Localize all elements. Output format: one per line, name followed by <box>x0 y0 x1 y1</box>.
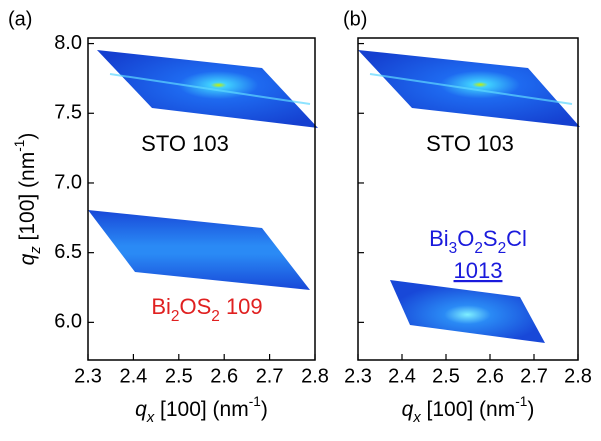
streak <box>109 73 311 105</box>
text-part: [100] (nm <box>154 398 249 421</box>
x-axis-label: qx [100] (nm-1) <box>135 394 268 426</box>
text-part: -1 <box>515 394 527 409</box>
text-part: STO 103 <box>141 131 229 156</box>
text-part: x <box>146 410 155 426</box>
text-part: ) <box>261 398 268 421</box>
text-part: 2 <box>171 308 180 325</box>
text-part: x <box>412 410 421 426</box>
text-part: Cl <box>506 226 527 251</box>
text-part: ) <box>527 398 534 421</box>
x-tick-label: 2.5 <box>432 365 460 387</box>
annotation: STO 103 <box>141 131 229 156</box>
x-tick-label: 2.6 <box>476 365 504 387</box>
y-tick-label: 6.5 <box>54 241 82 263</box>
text-part: [100] (nm <box>421 398 516 421</box>
text-part: 3 <box>449 240 458 257</box>
text-part: Bi <box>429 226 449 251</box>
annotation: STO 103 <box>426 131 514 156</box>
text-part: 2 <box>498 240 507 257</box>
text-part: z <box>28 246 44 255</box>
y-tick-label: 8.0 <box>54 32 82 54</box>
x-tick-label: 2.4 <box>119 365 147 387</box>
text-part: ) <box>16 133 39 140</box>
text-part: -1 <box>12 140 27 152</box>
text-part: 2 <box>474 240 483 257</box>
film-map <box>390 280 545 343</box>
y-tick-label: 6.0 <box>54 311 82 333</box>
text-part: q <box>16 253 39 265</box>
text-part: -1 <box>249 394 261 409</box>
x-tick-label: 2.3 <box>74 365 102 387</box>
text-part: Bi <box>151 294 171 319</box>
x-axis-label: qx [100] (nm-1) <box>402 394 535 426</box>
panel-label: (a) <box>8 8 32 30</box>
annotation: Bi2OS2 109 <box>151 294 262 325</box>
y-tick-label: 7.0 <box>54 171 82 193</box>
x-tick-label: 2.8 <box>564 365 592 387</box>
text-part: 2 <box>211 308 220 325</box>
text-part: q <box>135 398 147 421</box>
x-tick-label: 2.8 <box>301 365 329 387</box>
text-part: [100] (nm <box>16 152 39 247</box>
x-tick-label: 2.5 <box>165 365 193 387</box>
text-part: S <box>483 226 498 251</box>
text-part: STO 103 <box>426 131 514 156</box>
plot-frame <box>87 37 316 361</box>
map-images <box>88 50 580 343</box>
text-part: O <box>457 226 474 251</box>
x-tick-label: 2.4 <box>388 365 416 387</box>
x-tick-label: 2.7 <box>256 365 284 387</box>
streak <box>369 73 573 105</box>
text-part: q <box>402 398 414 421</box>
text-part: 1013 <box>454 258 503 283</box>
panel-label: (b) <box>343 8 367 30</box>
y-axis-label: qz [100] (nm-1) <box>12 133 44 266</box>
text-part: OS <box>179 294 211 319</box>
film-map <box>88 210 310 290</box>
annotation: 1013 <box>454 258 503 283</box>
plot-frame <box>357 37 579 361</box>
y-tick-label: 7.5 <box>54 102 82 124</box>
x-tick-label: 2.3 <box>344 365 372 387</box>
x-tick-label: 2.6 <box>210 365 238 387</box>
annotation: Bi3O2S2Cl <box>429 226 527 257</box>
text-part: 109 <box>220 294 263 319</box>
x-tick-label: 2.7 <box>520 365 548 387</box>
